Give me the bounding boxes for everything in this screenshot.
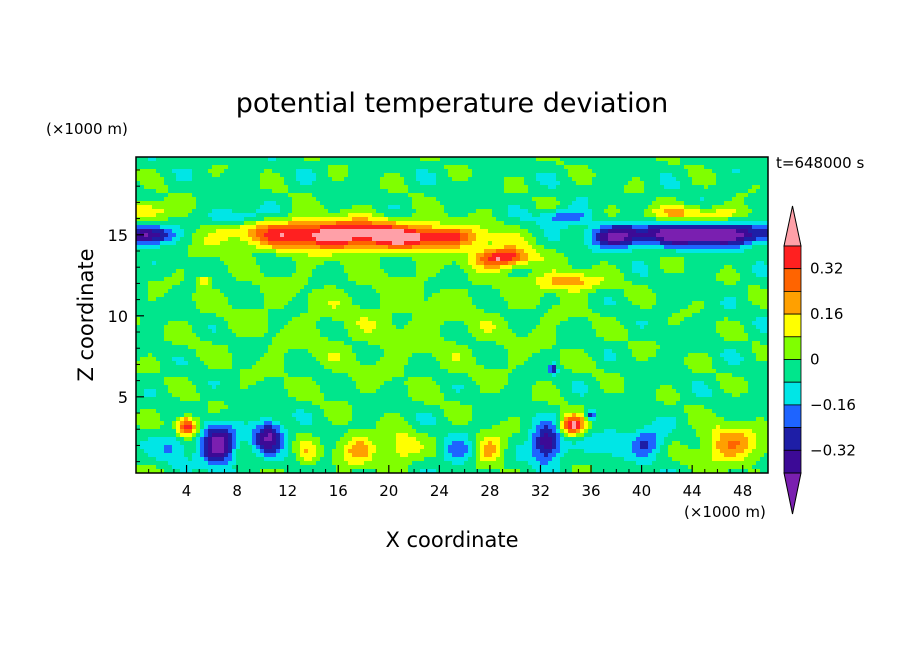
colorbar-band [783, 449, 802, 474]
colorbar-label: 0.16 [810, 305, 843, 323]
colorbar-label: −0.16 [810, 396, 856, 414]
x-tick-label: 12 [278, 482, 297, 500]
y-tick-label: 10 [108, 307, 128, 326]
colorbar-band [783, 427, 802, 451]
y-axis-label: Z coordinate [74, 248, 98, 381]
colorbar-label: −0.32 [810, 441, 856, 459]
colorbar-label: 0 [810, 351, 820, 369]
colorbar-band [783, 313, 802, 338]
colorbar-max-arrow [783, 205, 802, 247]
x-tick-label: 4 [182, 482, 192, 500]
colorbar-min-arrow [783, 472, 802, 515]
y-tick-label: 5 [118, 388, 128, 407]
colorbar-band [783, 381, 802, 406]
time-label: t=648000 s [776, 154, 864, 172]
x-tick-label: 28 [480, 482, 499, 500]
colorbar-band [783, 336, 802, 360]
colorbar-band [783, 359, 802, 383]
colorbar-band [783, 404, 802, 428]
colorbar-band [783, 245, 802, 270]
x-tick-label: 20 [379, 482, 398, 500]
chart-title: potential temperature deviation [236, 88, 668, 119]
x-tick-label: 48 [733, 482, 752, 500]
colorbar: −0.32 −0.16 0 0.16 0.32 [783, 205, 856, 515]
colorbar-band [783, 268, 802, 292]
y-unit-label: (×1000 m) [46, 120, 128, 138]
colorbar-label: 0.32 [810, 260, 843, 278]
x-tick-label: 36 [581, 482, 600, 500]
x-tick-label: 32 [531, 482, 550, 500]
x-axis-label: X coordinate [385, 528, 518, 552]
x-tick-label: 44 [683, 482, 702, 500]
x-unit-label: (×1000 m) [684, 503, 766, 521]
y-tick-label: 15 [108, 226, 128, 245]
x-tick-label: 40 [632, 482, 651, 500]
colorbar-band [783, 290, 802, 315]
x-tick-label: 24 [430, 482, 449, 500]
x-tick-label: 8 [232, 482, 242, 500]
x-axis-ticks: 4 8 12 16 20 24 28 32 36 40 44 48 [148, 465, 756, 500]
x-tick-label: 16 [329, 482, 348, 500]
y-axis-ticks: 5 10 15 [108, 169, 144, 463]
contour-field [136, 157, 768, 473]
